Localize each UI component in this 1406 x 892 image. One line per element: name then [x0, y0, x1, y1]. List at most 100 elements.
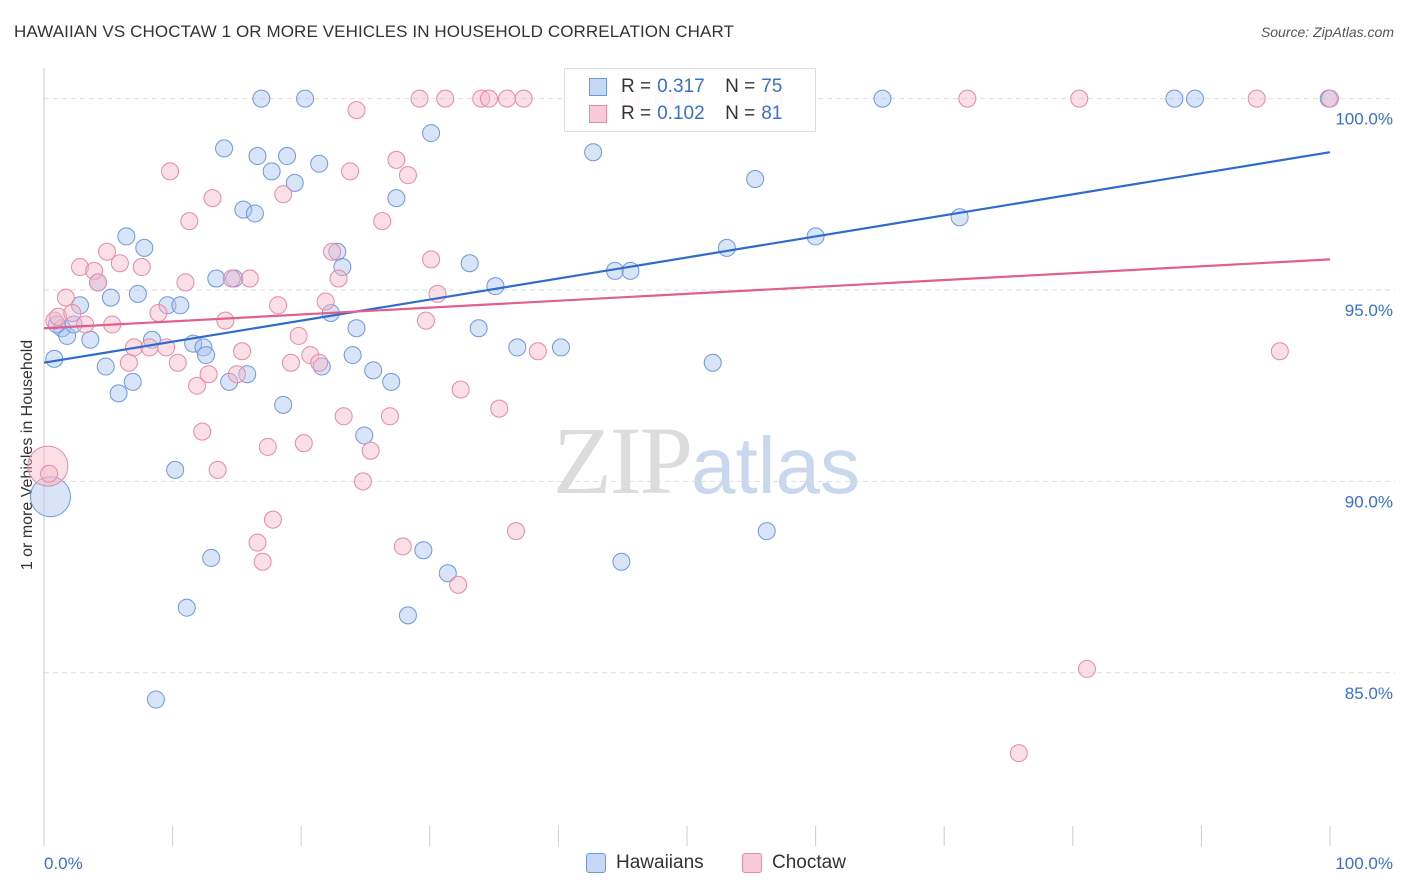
r-label: R = [621, 103, 652, 124]
n-value: 75 [761, 76, 783, 97]
hawaiians-point [245, 204, 264, 223]
hawaiians-point [343, 346, 362, 365]
hawaiians-point [296, 89, 315, 108]
choctaw-point [233, 342, 252, 361]
hawaiians-point [584, 143, 603, 162]
choctaw-point [274, 185, 293, 204]
choctaw-point [506, 522, 525, 541]
choctaw-point [240, 269, 259, 288]
choctaw-point [76, 315, 95, 334]
choctaw-point [451, 380, 470, 399]
correlation-legend: R = 0.317 N = 75 R = 0.102 N = 81 [564, 68, 816, 132]
hawaiians-point [486, 277, 505, 296]
choctaw-point [203, 189, 222, 208]
x-tick-label-min: 0.0% [44, 854, 83, 873]
hawaiians-point [285, 173, 304, 192]
choctaw-point [361, 441, 380, 460]
choctaw-point [497, 89, 516, 108]
hawaiians-point [1185, 89, 1204, 108]
choctaw-point [514, 89, 533, 108]
choctaw-point [373, 212, 392, 231]
hawaiians-point [252, 89, 271, 108]
watermark-atlas: atlas [691, 421, 860, 510]
choctaw-point [176, 273, 195, 292]
hawaiians-point [109, 384, 128, 403]
hawaiians-point [274, 395, 293, 414]
hawaiians-swatch [589, 78, 607, 96]
choctaw-point [436, 89, 455, 108]
hawaiians-point [45, 349, 64, 368]
hawaiians-legend-label: Hawaiians [616, 852, 704, 873]
choctaw-point [1321, 89, 1339, 108]
choctaw-point [410, 89, 429, 108]
hawaiians-point [166, 460, 185, 479]
choctaw-point [289, 326, 308, 345]
hawaiians-point [508, 338, 527, 357]
choctaw-legend-label: Choctaw [772, 852, 846, 873]
hawaiians-point [310, 154, 329, 173]
choctaw-point [208, 460, 227, 479]
hawaiians-point [158, 296, 177, 315]
hawaiians-point [422, 124, 441, 143]
choctaw-point [85, 261, 104, 280]
choctaw-point [416, 311, 435, 330]
hawaiians-point [262, 162, 281, 181]
hawaiians-point [717, 238, 736, 257]
choctaw-point [149, 303, 168, 322]
choctaw-point [253, 552, 272, 571]
choctaw-point [269, 296, 288, 315]
y-tick-label: 90.0% [1345, 492, 1393, 511]
choctaw-trend-line [43, 258, 1331, 330]
hawaiians-point [612, 552, 631, 571]
choctaw-point [1270, 342, 1289, 361]
hawaiians-point [746, 170, 765, 188]
legend-item-hawaiians: Hawaiians [586, 852, 704, 874]
choctaw-point [380, 407, 399, 426]
hawaiians-point [81, 330, 100, 349]
hawaiians-point [123, 372, 142, 391]
choctaw-point [180, 212, 199, 231]
choctaw-point [294, 434, 313, 453]
hawaiians-point [128, 284, 147, 303]
choctaw-point [1077, 659, 1096, 678]
choctaw-point [310, 353, 329, 372]
hawaiians-point [438, 564, 457, 583]
choctaw-point [281, 353, 300, 372]
choctaw-point [161, 162, 180, 181]
choctaw-point [329, 269, 348, 288]
hawaiians-trend-line [43, 151, 1331, 364]
choctaw-point [398, 166, 417, 185]
choctaw-point [353, 472, 372, 491]
hawaiians-point [215, 139, 234, 158]
hawaiians-point [177, 598, 196, 617]
y-tick-label: 100.0% [1335, 110, 1393, 129]
hawaiians-point [364, 361, 383, 380]
series-legend: Hawaiians Choctaw [0, 852, 1406, 876]
hawaiians-point [414, 541, 433, 560]
choctaw-point [119, 353, 138, 372]
hawaiians-point [382, 372, 401, 391]
n-label: N = [725, 103, 756, 124]
hawaiians-point [469, 319, 488, 338]
hawaiians-point [71, 296, 90, 315]
y-tick-label: 85.0% [1345, 684, 1393, 703]
choctaw-point [301, 346, 320, 365]
hawaiians-point [398, 606, 417, 625]
r-value: 0.102 [657, 103, 705, 124]
hawaiians-point [278, 147, 297, 166]
choctaw-point [1247, 89, 1266, 108]
choctaw-point [56, 288, 75, 307]
choctaw-point [472, 89, 491, 108]
hawaiians-point [146, 690, 165, 709]
choctaw-point [222, 269, 241, 288]
hawaiians-point [29, 476, 71, 518]
choctaw-point [490, 399, 509, 418]
hawaiians-point [117, 227, 136, 246]
legend-row-hawaiians: R = 0.317 N = 75 [589, 74, 786, 100]
hawaiians-point [551, 338, 570, 357]
choctaw-point [341, 162, 360, 181]
hawaiians-point [703, 353, 722, 372]
watermark: ZIPatlas [553, 405, 860, 516]
hawaiians-point [171, 296, 190, 315]
legend-row-choctaw: R = 0.102 N = 81 [589, 101, 786, 127]
